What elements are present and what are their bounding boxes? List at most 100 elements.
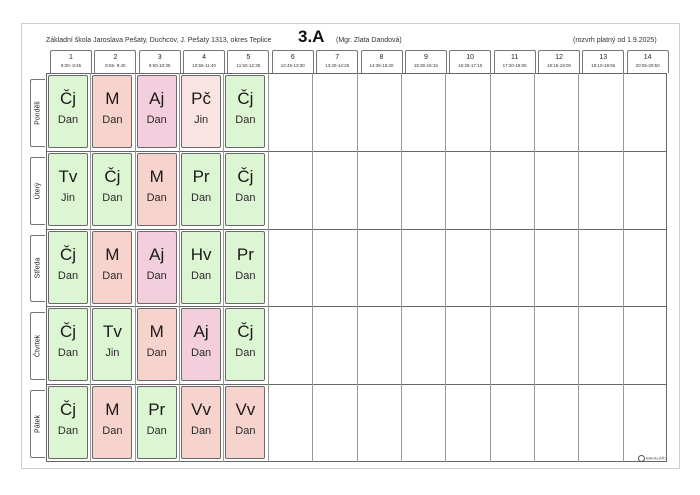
lesson-cell[interactable]: Pč Jin — [181, 75, 222, 148]
class-teacher: (Mgr. Zlata Dandová) — [336, 37, 402, 44]
lesson-subject: Pč — [191, 89, 212, 108]
column-divider — [356, 73, 358, 462]
lesson-cell[interactable]: M Dan — [92, 230, 133, 304]
lesson-subject: Čj — [104, 166, 121, 186]
lesson-cell[interactable]: Čj Dan — [48, 386, 88, 460]
column-divider — [267, 73, 269, 462]
lesson-cell[interactable]: M Dan — [136, 152, 177, 226]
lesson-subject: Čj — [59, 244, 77, 264]
period-number: 1 — [69, 54, 73, 61]
column-divider — [622, 73, 624, 462]
lesson-cell[interactable]: Vv Dan — [225, 386, 266, 460]
lesson-subject: Tv — [102, 322, 122, 342]
lesson-cell[interactable]: Čj Dan — [48, 308, 88, 382]
lesson-cell[interactable]: Čj Dan — [225, 152, 266, 226]
period-time: 20:05-20:50 — [635, 63, 660, 68]
lesson-teacher: Dan — [146, 269, 167, 282]
lesson-teacher: Dan — [102, 114, 123, 126]
lesson-teacher: Dan — [146, 347, 167, 360]
lesson-teacher: Dan — [191, 269, 212, 282]
period-header-3: 3 9:50-10:35 — [138, 50, 181, 73]
day-label: Úterý — [30, 156, 45, 225]
lesson-subject: M — [105, 244, 120, 264]
column-divider — [179, 73, 181, 462]
column-divider — [223, 73, 225, 462]
period-number: 10 — [466, 54, 475, 61]
period-number: 6 — [290, 54, 295, 61]
lesson-subject: Pr — [192, 166, 210, 186]
lesson-cell[interactable]: M Dan — [92, 75, 133, 148]
period-header-4: 4 10:55-11:40 — [183, 50, 226, 73]
lesson-cell[interactable]: Pr Dan — [225, 230, 266, 304]
lesson-cell[interactable]: Tv Jin — [48, 152, 88, 226]
lesson-subject: Čj — [237, 89, 254, 108]
period-number: 14 — [643, 54, 652, 61]
day-label: Čtvrtek — [30, 312, 45, 381]
lesson-cell[interactable]: Aj Dan — [136, 75, 177, 148]
lesson-teacher: Dan — [235, 114, 256, 126]
lesson-cell[interactable]: M Dan — [136, 308, 177, 382]
lesson-teacher: Dan — [57, 269, 79, 282]
column-divider — [312, 73, 314, 462]
lesson-teacher: Jin — [105, 347, 120, 360]
column-divider — [489, 73, 491, 462]
period-header-8: 8 14:35-15:20 — [360, 50, 403, 73]
period-time: 9:50-10:35 — [148, 63, 171, 68]
column-divider — [578, 73, 580, 462]
lesson-subject: M — [105, 400, 120, 420]
period-number: 2 — [113, 54, 118, 61]
period-number: 13 — [599, 54, 608, 61]
day-label: Středa — [30, 234, 45, 303]
lesson-subject: Aj — [193, 322, 209, 342]
lesson-subject: Čj — [59, 322, 77, 342]
lesson-teacher: Dan — [102, 425, 123, 438]
column-divider — [534, 73, 535, 462]
lesson-cell[interactable]: Čj Dan — [48, 75, 88, 148]
lesson-cell[interactable]: Pr Dan — [136, 386, 177, 460]
lesson-cell[interactable]: Hv Dan — [181, 230, 222, 304]
lesson-subject: Čj — [59, 400, 77, 420]
lesson-subject: Hv — [190, 244, 212, 264]
bakalari-logo-text: BAKALÁŘI — [646, 455, 666, 461]
period-time: 15:30-16:15 — [413, 63, 438, 68]
lesson-cell[interactable]: Čj Dan — [225, 308, 266, 382]
lesson-cell[interactable]: Aj Dan — [136, 230, 177, 304]
period-time: 16:25-17:10 — [458, 63, 483, 68]
period-number: 5 — [246, 54, 251, 61]
period-header-2: 2 8:55- 9:40 — [94, 50, 137, 73]
period-time: 18:15-19:00 — [546, 63, 572, 68]
lesson-subject: Aj — [149, 89, 165, 108]
lesson-teacher: Dan — [57, 425, 79, 438]
period-time: 12:45-13:30 — [280, 63, 305, 68]
lesson-teacher: Dan — [235, 347, 256, 360]
lesson-teacher: Jin — [60, 191, 76, 204]
lesson-subject: Pr — [236, 244, 254, 264]
lesson-cell[interactable]: Čj Dan — [48, 230, 88, 304]
lesson-cell[interactable]: Vv Dan — [181, 386, 222, 460]
bakalari-logo: BAKALÁŘI — [638, 455, 666, 462]
lesson-subject: Aj — [149, 244, 165, 264]
lesson-cell[interactable]: Čj Dan — [92, 152, 133, 226]
lesson-teacher: Dan — [191, 191, 212, 204]
day-name: Čtvrtek — [34, 335, 42, 358]
lesson-teacher: Dan — [191, 347, 212, 360]
lesson-cell[interactable]: Čj Dan — [225, 75, 266, 148]
column-divider — [445, 73, 447, 462]
period-header-6: 6 12:45-13:30 — [271, 50, 314, 73]
lesson-subject: Vv — [235, 400, 256, 420]
lesson-cell[interactable]: Pr Dan — [181, 152, 222, 226]
period-number: 11 — [510, 54, 519, 61]
lesson-cell[interactable]: M Dan — [92, 386, 133, 460]
lesson-subject: Čj — [237, 166, 254, 186]
period-number: 8 — [379, 54, 384, 61]
lesson-cell[interactable]: Tv Jin — [92, 308, 133, 382]
lesson-teacher: Dan — [102, 191, 123, 204]
class-name: 3.A — [298, 27, 325, 46]
lesson-teacher: Dan — [235, 191, 256, 204]
period-header-5: 5 11:50-12:35 — [227, 50, 270, 73]
period-header-10: 10 16:25-17:10 — [449, 50, 492, 73]
lesson-cell[interactable]: Aj Dan — [181, 308, 222, 382]
column-divider — [90, 73, 92, 462]
period-header-11: 11 17:20-18:05 — [493, 50, 536, 73]
day-name: Pátek — [34, 415, 42, 434]
